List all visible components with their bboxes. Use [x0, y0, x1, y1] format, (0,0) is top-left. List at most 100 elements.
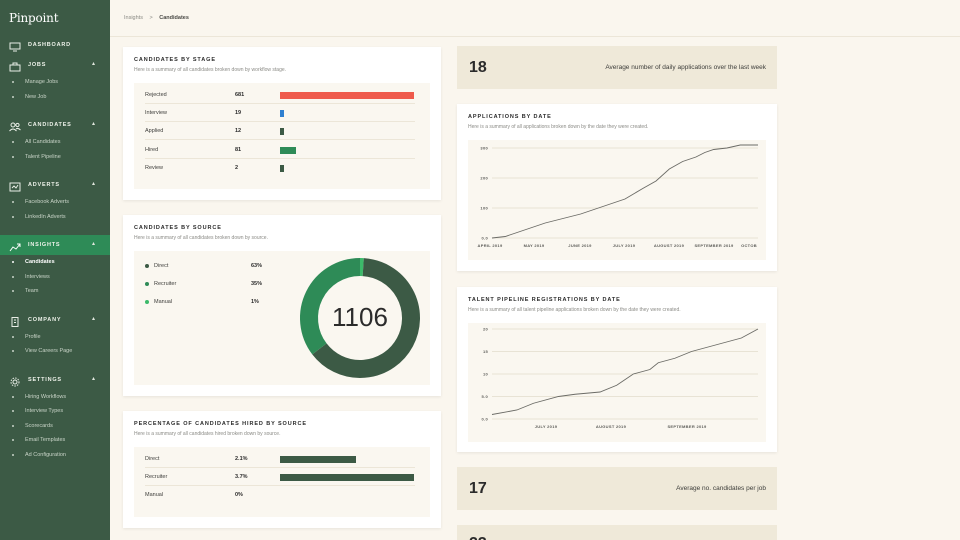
sidebar-item-candidates[interactable]: Candidates: [12, 259, 55, 265]
bullet-dot: [12, 335, 14, 338]
donut-slice-recruiter: [300, 258, 361, 355]
sidebar-item-label: Profile: [25, 333, 41, 340]
row-value: 81: [235, 146, 242, 153]
app-logo[interactable]: Pinpoint: [9, 11, 59, 25]
sidebar-item-view-careers-page[interactable]: View Careers Page: [12, 348, 72, 354]
source-card-subtitle: Here is a summary of all candidates brok…: [134, 235, 268, 241]
stage-table: Rejected 681 Interview 19 Applied 12 Hired 81 Re…: [134, 83, 430, 189]
table-row: Applied 12: [145, 122, 415, 141]
pipeline-chart-area: 0.0 5.0 10 15 20 JULY 2019 AUGUST 2019 SEPTEMBE…: [468, 323, 766, 442]
legend-value: 35%: [251, 281, 263, 287]
value-bar: [280, 128, 284, 136]
sidebar-item-scorecards[interactable]: Scorecards: [12, 423, 53, 429]
x-tick-label: JULY 2019: [535, 424, 558, 429]
value-bar: [280, 474, 414, 482]
sidebar-item-hiring-workflows[interactable]: Hiring Workflows: [12, 394, 66, 400]
chevron-up-icon[interactable]: ▴: [92, 181, 96, 187]
chevron-up-icon[interactable]: ▴: [92, 61, 96, 67]
sidebar-item-email-templates[interactable]: Email Templates: [12, 437, 65, 443]
applications-chart-title: APPLICATIONS BY DATE: [468, 114, 552, 120]
legend-value: 1%: [251, 299, 259, 305]
y-tick-label: 20: [483, 327, 489, 332]
sidebar-item-new-job[interactable]: New Job: [12, 94, 46, 100]
breadcrumb-parent[interactable]: Insights: [124, 15, 143, 21]
legend-label: Direct: [154, 263, 169, 269]
hired-table: Direct 2.1% Recruiter 3.7% Manual 0%: [134, 447, 430, 517]
row-label: Rejected: [145, 92, 167, 98]
bullet-dot: [12, 201, 14, 203]
y-tick-label: 5.0: [482, 394, 489, 399]
bullet-dot: [12, 275, 14, 278]
sidebar-item-label: Email Templates: [25, 437, 66, 443]
legend-dot: [145, 299, 149, 304]
sidebar-item-linkedin-adverts[interactable]: LinkedIn Adverts: [12, 214, 66, 220]
sidebar-section-settings[interactable]: SETTINGS ▴: [0, 370, 110, 390]
stage-card: CANDIDATES BY STAGE Here is a summary of…: [123, 47, 441, 200]
sidebar-section-label: CANDIDATES: [28, 122, 72, 128]
x-tick-label: OCTOB: [741, 243, 757, 248]
stat-daily-number: 18: [469, 59, 487, 76]
chevron-up-icon[interactable]: ▴: [92, 315, 96, 322]
applications-chart-subtitle: Here is a summary of all applications br…: [468, 124, 649, 130]
bullet-dot: [12, 261, 14, 263]
y-tick-label: 10: [483, 372, 489, 377]
sidebar-item-label: Hiring Workflows: [25, 393, 67, 400]
bullet-dot: [12, 141, 14, 143]
sidebar: Pinpoint DASHBOARD JOBS ▴ Manage Jobs New Jo…: [0, 0, 110, 540]
x-tick-label: AUGUST 2019: [654, 243, 685, 248]
sidebar-item-interview-types[interactable]: Interview Types: [12, 408, 63, 414]
sidebar-item-all-candidates[interactable]: All Candidates: [12, 139, 60, 145]
bullet-dot: [12, 155, 14, 158]
sidebar-section-dashboard[interactable]: DASHBOARD: [0, 35, 110, 55]
sidebar-item-talent-pipeline[interactable]: Talent Pipeline: [12, 154, 61, 160]
chevron-up-icon[interactable]: ▴: [92, 241, 96, 247]
x-tick-label: SEPTEMBER 2019: [694, 243, 734, 248]
sidebar-section-adverts[interactable]: ADVERTS ▴: [0, 175, 110, 195]
applications-chart-card: APPLICATIONS BY DATE Here is a summary o…: [457, 104, 777, 271]
sidebar-item-label: Interviews: [25, 273, 50, 280]
sidebar-item-facebook-adverts[interactable]: Facebook Adverts: [12, 199, 69, 205]
sidebar-item-label: Candidates: [25, 259, 55, 265]
sidebar-section-insights[interactable]: INSIGHTS ▴: [0, 235, 110, 255]
row-value: 12: [235, 128, 242, 135]
chevron-up-icon[interactable]: ▴: [92, 375, 96, 382]
sidebar-section-company[interactable]: COMPANY ▴: [0, 310, 110, 330]
x-tick-label: SEPTEMBER 2019: [667, 424, 707, 429]
value-bar: [280, 110, 284, 118]
sidebar-section-label: INSIGHTS: [28, 242, 61, 248]
source-card: CANDIDATES BY SOURCE Here is a summary o…: [123, 215, 441, 396]
bullet-dot: [12, 424, 14, 427]
bullet-dot: [12, 439, 14, 441]
sidebar-section-label: DASHBOARD: [28, 42, 71, 48]
sidebar-item-label: Talent Pipeline: [25, 153, 61, 160]
y-tick-label: 0.0: [482, 417, 489, 422]
breadcrumb: Insights > Candidates: [124, 15, 189, 21]
table-row: Recruiter 3.7%: [145, 468, 415, 487]
sidebar-item-profile[interactable]: Profile: [12, 334, 41, 340]
bullet-dot: [12, 215, 14, 218]
row-label: Manual: [145, 492, 164, 499]
sidebar-item-team[interactable]: Team: [12, 288, 38, 294]
sidebar-item-manage-jobs[interactable]: Manage Jobs: [12, 79, 58, 85]
legend-dot: [145, 263, 149, 268]
sidebar-section-candidates[interactable]: CANDIDATES ▴: [0, 115, 110, 135]
users-icon: [9, 119, 21, 132]
bullet-dot: [12, 453, 14, 456]
hired-card-title: PERCENTAGE OF CANDIDATES HIRED BY SOURCE: [134, 421, 307, 427]
row-label: Applied: [145, 128, 164, 135]
chevron-up-icon[interactable]: ▴: [92, 121, 96, 127]
x-tick-label: JUNE 2019: [568, 243, 592, 248]
stat-candidates-per-job: 17 Average no. candidates per job: [457, 467, 777, 510]
donut-slice-direct: [312, 258, 420, 378]
source-donut-chart: 1106: [300, 258, 420, 378]
bullet-dot: [12, 410, 14, 412]
sidebar-item-label: All Candidates: [25, 139, 61, 145]
sidebar-item-interviews[interactable]: Interviews: [12, 274, 50, 280]
bullet-dot: [12, 290, 14, 292]
row-value: 2: [235, 164, 239, 171]
sidebar-section-jobs[interactable]: JOBS ▴: [0, 55, 110, 75]
donut-total: 1106: [332, 302, 388, 332]
value-bar: [280, 92, 414, 99]
sidebar-item-ad-configuration[interactable]: Ad Configuration: [12, 452, 66, 458]
stat-partial-number: 23: [469, 535, 487, 540]
